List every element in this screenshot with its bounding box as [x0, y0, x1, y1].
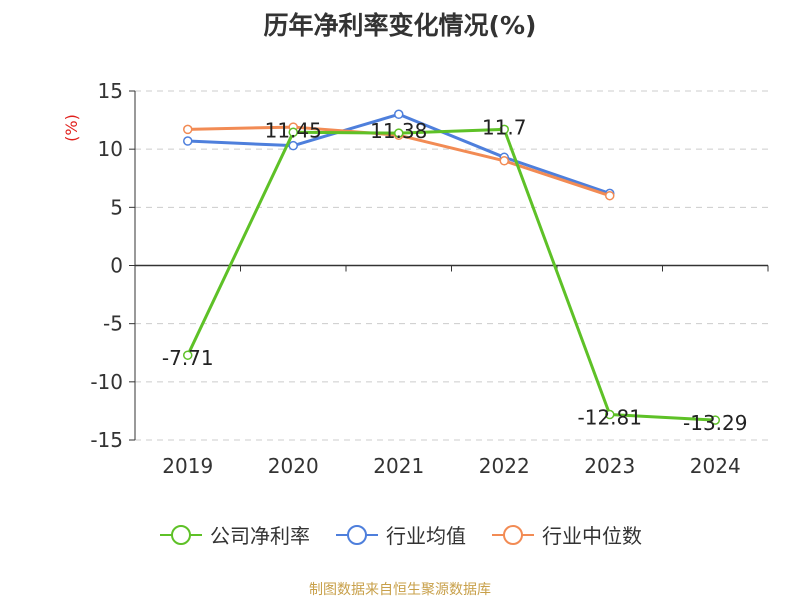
y-axis-label: (%) — [62, 114, 81, 142]
data-point[interactable] — [499, 124, 509, 135]
data-labels: -7.71 11.45 11.38 11.7 -12.81 -13.29 — [162, 115, 748, 435]
y-tick-label: 15 — [98, 79, 123, 103]
data-point[interactable] — [499, 156, 509, 166]
data-label: 11.45 — [265, 118, 322, 142]
data-label: -13.29 — [683, 411, 747, 435]
legend-item-industry-median[interactable]: 行业中位数 — [490, 520, 642, 549]
data-label: -7.71 — [162, 346, 214, 370]
y-tick-label: -5 — [103, 312, 123, 336]
y-tick-label: -10 — [90, 370, 123, 394]
legend-label: 公司净利率 — [210, 524, 310, 548]
x-tick-label: 2021 — [373, 454, 424, 478]
legend-marker-icon — [336, 524, 378, 545]
series-line — [186, 127, 716, 422]
data-point[interactable] — [183, 350, 193, 360]
axes: 15 10 5 0 -5 -10 -15 2019 2020 2021 2022 2023 2024 — [90, 79, 769, 478]
x-tick-label: 2024 — [690, 454, 741, 478]
data-label: 11.38 — [370, 119, 427, 143]
x-tick-label: 2019 — [162, 454, 213, 478]
data-point[interactable] — [183, 124, 193, 135]
legend-marker-icon — [160, 524, 202, 545]
data-point[interactable] — [605, 409, 615, 420]
source-note: 制图数据来自恒生聚源数据库 — [309, 582, 491, 598]
chart-title: 历年净利率变化情况(%) — [263, 11, 537, 40]
data-point[interactable] — [288, 140, 298, 151]
legend-item-company-net-margin[interactable]: 公司净利率 — [158, 520, 310, 549]
x-tick-label: 2022 — [479, 454, 530, 478]
data-label: -12.81 — [578, 406, 642, 430]
x-tick-label: 2023 — [584, 454, 635, 478]
data-label: 11.7 — [482, 115, 527, 139]
legend-item-industry-mean[interactable]: 行业均值 — [334, 520, 466, 549]
x-tick-label: 2020 — [268, 454, 319, 478]
y-tick-label: 0 — [110, 254, 123, 278]
data-point[interactable] — [183, 136, 193, 146]
data-point[interactable] — [605, 190, 615, 201]
data-point[interactable] — [710, 415, 720, 425]
y-tick-label: -15 — [90, 428, 123, 452]
legend: 公司净利率 行业均值 行业中位数 — [0, 520, 800, 549]
series-lines — [183, 109, 720, 425]
legend-label: 行业均值 — [386, 524, 466, 548]
data-point[interactable] — [394, 128, 404, 138]
y-tick-label: 5 — [110, 195, 123, 219]
legend-marker-icon — [492, 524, 534, 545]
legend-label: 行业中位数 — [542, 524, 642, 548]
data-point[interactable] — [394, 109, 404, 120]
data-point[interactable] — [288, 127, 298, 138]
y-tick-label: 10 — [98, 137, 123, 161]
